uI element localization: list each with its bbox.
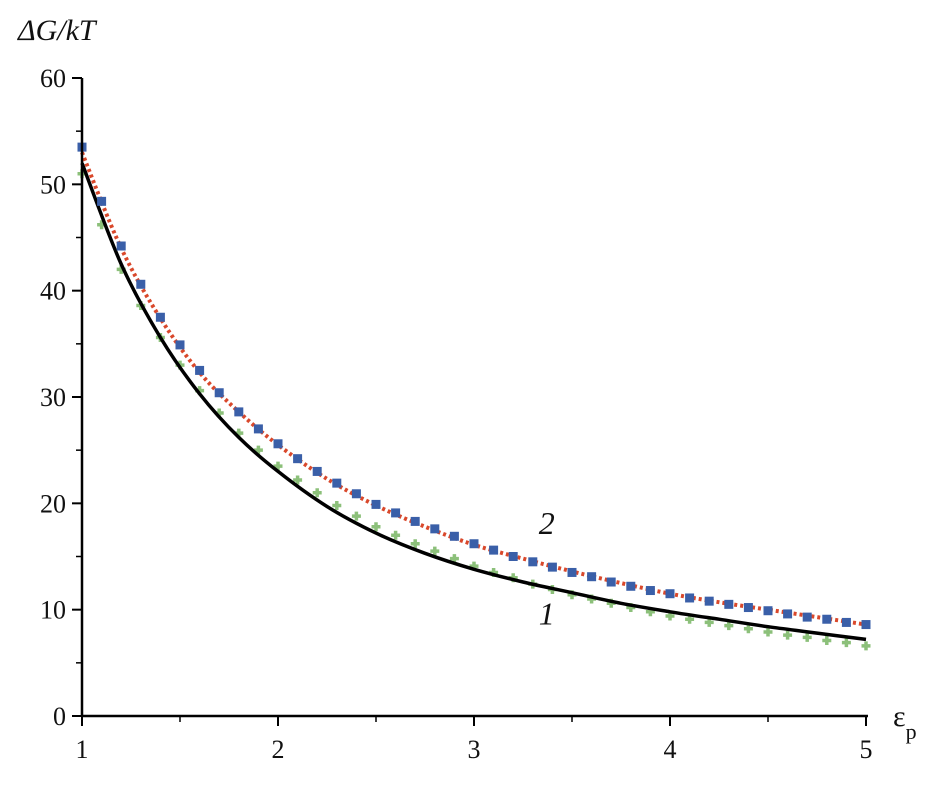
data-point-square xyxy=(587,572,597,582)
data-point-square xyxy=(802,612,812,622)
x-tick-label: 2 xyxy=(272,735,285,764)
data-point-plus xyxy=(430,546,440,556)
data-point-square xyxy=(861,620,871,630)
data-point-plus xyxy=(332,500,342,510)
curve-label-1: 1 xyxy=(539,595,555,631)
data-point-square xyxy=(195,365,205,375)
data-point-square xyxy=(97,196,107,206)
y-tick-label: 50 xyxy=(40,170,66,199)
series-line-1 xyxy=(80,162,867,642)
data-point-square xyxy=(626,581,636,591)
data-point-plus xyxy=(312,488,322,498)
data-point-square xyxy=(685,593,695,603)
data-point-square xyxy=(332,478,342,488)
data-point-plus xyxy=(802,632,812,642)
x-axis-title-main: ε xyxy=(893,700,906,733)
y-axis-title: ΔG/kT xyxy=(17,14,98,47)
data-point-square xyxy=(391,508,401,518)
data-point-square xyxy=(841,617,851,627)
data-point-square xyxy=(116,241,126,251)
y-tick-label: 60 xyxy=(40,64,66,93)
data-point-square xyxy=(136,279,146,289)
ticks: 0 10 20 30 40 50 60 1 2 3 4 5 xyxy=(40,64,873,764)
data-point-square xyxy=(273,439,283,449)
data-point-square xyxy=(743,603,753,613)
data-point-plus xyxy=(861,641,871,651)
data-point-square xyxy=(449,531,459,541)
data-point-square xyxy=(214,388,224,398)
data-point-plus xyxy=(822,636,832,646)
data-point-plus xyxy=(724,621,734,631)
x-tick-label: 3 xyxy=(468,735,481,764)
data-point-square xyxy=(724,599,734,609)
data-point-square xyxy=(822,614,832,624)
data-point-plus xyxy=(783,630,793,640)
data-point-plus xyxy=(351,511,361,521)
data-point-square xyxy=(567,567,577,577)
data-point-square xyxy=(234,407,244,417)
data-point-square xyxy=(312,466,322,476)
y-tick-label: 40 xyxy=(40,277,66,306)
data-point-square xyxy=(645,586,655,596)
data-point-square xyxy=(606,577,616,587)
annotations: 21 xyxy=(539,505,555,631)
data-point-square xyxy=(371,499,381,509)
data-point-square xyxy=(528,557,538,567)
data-point-plus xyxy=(273,461,283,471)
x-tick-label: 4 xyxy=(664,735,677,764)
data-point-square xyxy=(665,589,675,599)
data-point-plus xyxy=(841,638,851,648)
data-point-square xyxy=(704,596,714,606)
data-point-square xyxy=(508,552,518,561)
data-point-square xyxy=(293,454,303,464)
y-tick-label: 0 xyxy=(53,702,66,731)
data-point-square xyxy=(547,562,557,572)
data-point-square xyxy=(351,489,361,499)
x-axis-title: εp xyxy=(893,700,917,744)
plot-area xyxy=(77,142,871,651)
data-point-plus xyxy=(391,530,401,540)
data-point-plus xyxy=(743,624,753,634)
data-point-square xyxy=(175,340,185,350)
data-point-square xyxy=(430,524,440,534)
data-point-plus xyxy=(410,539,420,549)
data-point-square xyxy=(783,609,793,619)
x-tick-label: 5 xyxy=(860,735,873,764)
data-point-plus xyxy=(763,627,773,637)
data-point-plus xyxy=(371,522,381,532)
data-point-square xyxy=(253,424,263,434)
data-point-plus xyxy=(293,475,303,485)
data-point-square xyxy=(763,606,773,616)
y-tick-label: 20 xyxy=(40,489,66,518)
x-tick-label: 1 xyxy=(76,735,89,764)
curve-label-2: 2 xyxy=(539,505,555,541)
data-point-square xyxy=(155,312,165,322)
data-point-square xyxy=(469,539,479,549)
y-tick-label: 30 xyxy=(40,383,66,412)
data-point-square xyxy=(489,545,499,555)
data-point-square xyxy=(410,516,420,526)
y-tick-label: 10 xyxy=(40,596,66,625)
x-axis-title-sub: p xyxy=(906,719,917,744)
